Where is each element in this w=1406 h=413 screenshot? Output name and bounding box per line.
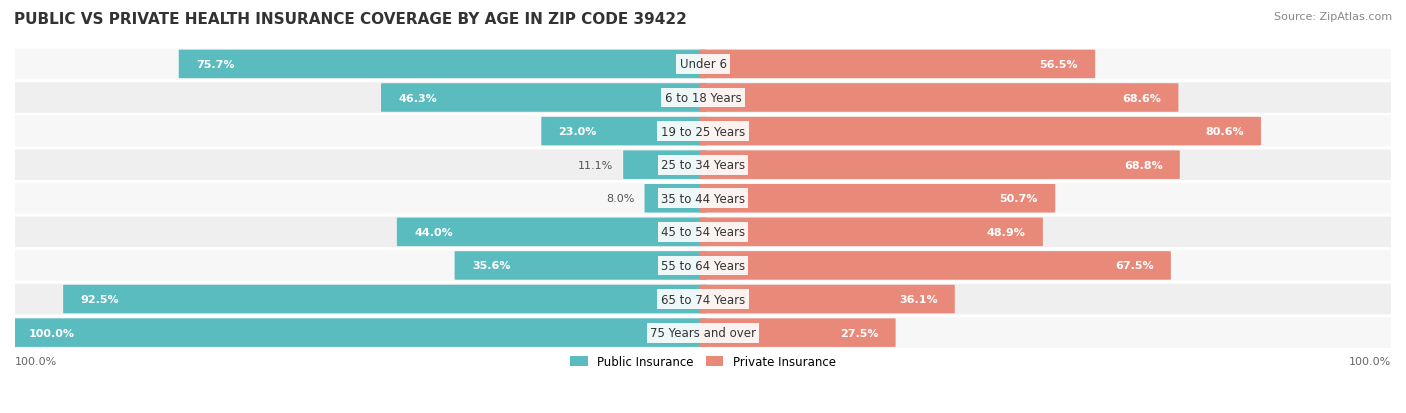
Text: 35 to 44 Years: 35 to 44 Years [661, 192, 745, 205]
FancyBboxPatch shape [381, 84, 706, 112]
Text: 68.8%: 68.8% [1123, 160, 1163, 170]
Text: 65 to 74 Years: 65 to 74 Years [661, 293, 745, 306]
FancyBboxPatch shape [700, 185, 1056, 213]
FancyBboxPatch shape [454, 252, 706, 280]
FancyBboxPatch shape [623, 151, 706, 180]
Text: 44.0%: 44.0% [413, 227, 453, 237]
FancyBboxPatch shape [8, 249, 1398, 282]
Text: 92.5%: 92.5% [80, 294, 120, 304]
FancyBboxPatch shape [8, 116, 1398, 148]
Text: 11.1%: 11.1% [578, 160, 613, 170]
Text: 27.5%: 27.5% [839, 328, 879, 338]
FancyBboxPatch shape [541, 118, 706, 146]
Text: 100.0%: 100.0% [28, 328, 75, 338]
FancyBboxPatch shape [8, 283, 1398, 316]
Text: Under 6: Under 6 [679, 58, 727, 71]
Text: 56.5%: 56.5% [1039, 60, 1078, 70]
Text: 25 to 34 Years: 25 to 34 Years [661, 159, 745, 172]
Text: 75 Years and over: 75 Years and over [650, 326, 756, 339]
Text: 50.7%: 50.7% [1000, 194, 1038, 204]
Text: 55 to 64 Years: 55 to 64 Years [661, 259, 745, 272]
FancyBboxPatch shape [700, 151, 1180, 180]
FancyBboxPatch shape [396, 218, 706, 247]
FancyBboxPatch shape [8, 48, 1398, 81]
FancyBboxPatch shape [63, 285, 706, 313]
FancyBboxPatch shape [700, 285, 955, 313]
FancyBboxPatch shape [8, 216, 1398, 249]
Text: 45 to 54 Years: 45 to 54 Years [661, 226, 745, 239]
FancyBboxPatch shape [700, 50, 1095, 79]
FancyBboxPatch shape [8, 316, 1398, 349]
FancyBboxPatch shape [700, 318, 896, 347]
Text: Source: ZipAtlas.com: Source: ZipAtlas.com [1274, 12, 1392, 22]
FancyBboxPatch shape [700, 84, 1178, 112]
Text: 100.0%: 100.0% [1348, 356, 1391, 366]
FancyBboxPatch shape [700, 252, 1171, 280]
Text: 23.0%: 23.0% [558, 127, 598, 137]
Text: 35.6%: 35.6% [472, 261, 510, 271]
FancyBboxPatch shape [644, 185, 706, 213]
FancyBboxPatch shape [700, 118, 1261, 146]
Text: 68.6%: 68.6% [1122, 93, 1161, 103]
Text: 6 to 18 Years: 6 to 18 Years [665, 92, 741, 105]
Text: 100.0%: 100.0% [15, 356, 58, 366]
Text: 67.5%: 67.5% [1115, 261, 1154, 271]
FancyBboxPatch shape [8, 149, 1398, 182]
FancyBboxPatch shape [700, 218, 1043, 247]
Text: 75.7%: 75.7% [195, 60, 235, 70]
Text: 48.9%: 48.9% [987, 227, 1025, 237]
Text: 46.3%: 46.3% [398, 93, 437, 103]
FancyBboxPatch shape [8, 82, 1398, 114]
Legend: Public Insurance, Private Insurance: Public Insurance, Private Insurance [571, 355, 835, 368]
Text: 8.0%: 8.0% [606, 194, 634, 204]
Text: 80.6%: 80.6% [1205, 127, 1244, 137]
FancyBboxPatch shape [8, 183, 1398, 215]
Text: PUBLIC VS PRIVATE HEALTH INSURANCE COVERAGE BY AGE IN ZIP CODE 39422: PUBLIC VS PRIVATE HEALTH INSURANCE COVER… [14, 12, 688, 27]
FancyBboxPatch shape [11, 318, 706, 347]
Text: 19 to 25 Years: 19 to 25 Years [661, 125, 745, 138]
Text: 36.1%: 36.1% [898, 294, 938, 304]
FancyBboxPatch shape [179, 50, 706, 79]
